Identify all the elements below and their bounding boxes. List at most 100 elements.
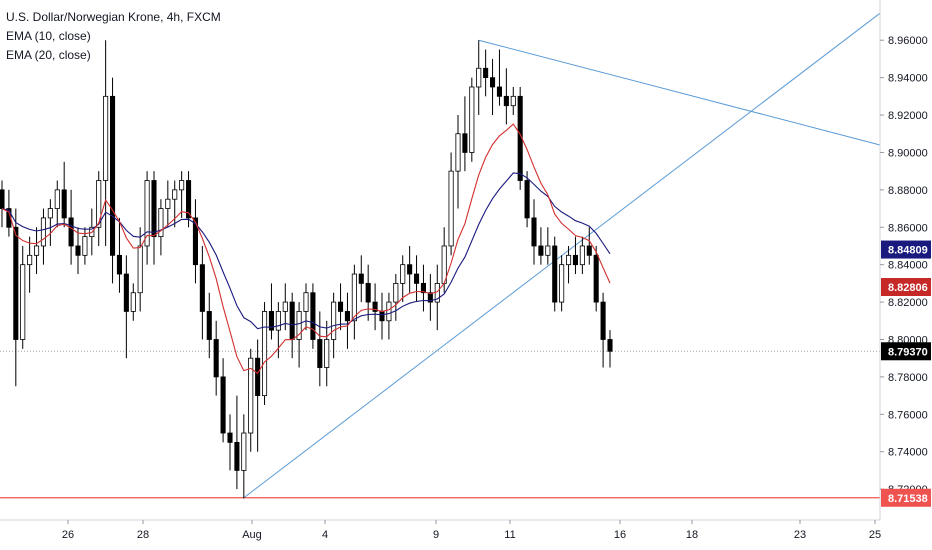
candle [75,227,81,275]
price-axis[interactable]: 8.96000 8.94000 8.92000 8.90000 8.88000 8.860… [880,35,928,496]
candle [317,311,323,387]
x-tick-label: 23 [794,529,806,541]
y-tick-label: 8.74000 [888,447,928,459]
symbol-title: U.S. Dollar/Norwegian Krone, 4h, FXCM [6,10,221,24]
candle [234,395,240,490]
candle-body [262,311,268,397]
candle [241,414,247,499]
candle [579,236,585,275]
candle [600,292,606,368]
candle [47,199,53,246]
candle [13,208,19,387]
falling-trendline[interactable] [478,39,881,146]
candle-body [455,133,461,172]
candle [414,255,420,303]
candle-body [130,292,136,312]
ema10-legend-label: EMA (10, close) [6,29,91,43]
candle [192,199,198,284]
price-badge-support: 8.71538 [881,488,931,507]
candle-body [462,133,468,153]
candle [545,227,551,265]
candle [420,264,426,312]
ema20-line [1,172,611,330]
time-axis[interactable]: 26 28 Aug 4 9 11 16 18 23 25 [62,520,881,541]
candle-body [579,245,585,266]
candle-body [220,376,226,434]
candle-body [110,95,116,256]
candle [268,283,274,340]
candle [123,255,129,359]
candle [510,86,516,116]
candle-body [365,282,371,303]
candle-body [172,189,178,200]
candle [351,264,357,340]
candle [255,339,261,452]
y-tick-label: 8.96000 [888,35,928,47]
candle-body [40,217,46,247]
candle [344,292,350,349]
candle-body [179,180,185,191]
candle-body [13,226,19,340]
candle-body [248,357,254,434]
candle [213,320,219,396]
ema10-line [1,123,611,375]
candle-body [255,357,261,397]
candle [476,40,482,116]
candle [220,358,226,443]
y-tick-label: 8.92000 [888,110,928,122]
candle-body [268,311,274,331]
price-badge-bg [881,240,931,259]
x-tick-label: 18 [686,529,698,541]
candle-body [420,282,426,294]
y-tick-label: 8.82000 [888,297,928,309]
candle-body [303,292,309,312]
candle-body [158,208,164,238]
x-tick-label: 26 [62,529,74,541]
candle-body [476,67,482,88]
candle-body [227,432,233,443]
candle-body [566,254,572,266]
price-badge-ema20: 8.84809 [881,240,931,259]
candle-body [137,245,143,294]
candle [462,96,468,172]
candle-body [186,180,192,219]
y-tick-label: 8.78000 [888,372,928,384]
price-badge-text: 8.71538 [888,493,928,505]
ema20-legend-label: EMA (20, close) [6,48,91,62]
candle-body [68,217,74,247]
candle [282,283,288,331]
candle-body [552,245,558,303]
candle-body [192,217,198,266]
candle-body [559,264,565,303]
candle [358,255,364,303]
candle [455,115,461,209]
candle-body [241,432,247,471]
candle [61,161,67,228]
candle-body [496,86,502,97]
price-badge-ema10: 8.82806 [881,278,931,297]
candles [0,40,613,499]
candle [151,171,157,265]
candle [524,171,530,228]
candle [538,227,544,265]
candle [310,283,316,349]
candle-body [54,189,60,209]
candle [483,49,489,97]
y-tick-label: 8.86000 [888,222,928,234]
candle [179,171,185,218]
candle-body [469,86,475,153]
candle [158,199,164,256]
candle [206,292,212,359]
candle [400,255,406,303]
price-badge-bg [881,342,931,361]
candle-body [427,292,433,303]
candle-body [510,95,516,107]
candle-body [213,339,219,378]
candle [365,264,371,321]
x-tick-label: 16 [614,529,626,541]
candle [448,152,454,256]
candle-body [483,67,489,79]
candle-body [351,273,357,322]
candle-body [393,282,399,303]
